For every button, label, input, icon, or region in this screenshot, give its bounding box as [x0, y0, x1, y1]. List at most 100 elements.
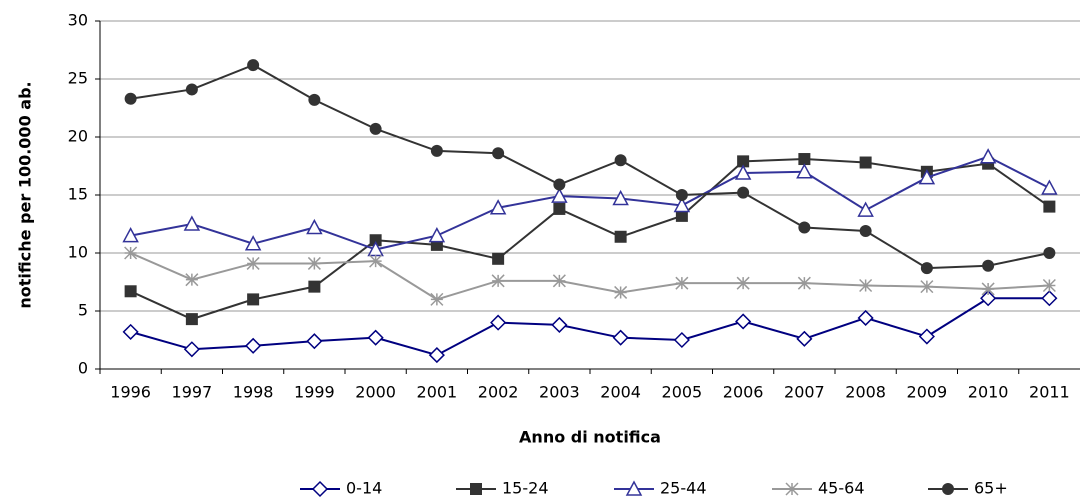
- marker: [857, 201, 874, 217]
- marker: [982, 259, 995, 272]
- series-line: [130, 297, 1050, 357]
- marker: [796, 330, 813, 347]
- marker: [614, 285, 628, 299]
- x-tick-label: 2007: [784, 383, 825, 402]
- marker: [920, 280, 934, 294]
- marker: [369, 234, 382, 247]
- marker: [981, 282, 995, 296]
- legend-marker: [942, 483, 954, 495]
- marker: [673, 331, 690, 349]
- marker: [307, 256, 321, 270]
- marker: [1043, 200, 1056, 213]
- marker: [551, 316, 568, 333]
- marker: [796, 163, 813, 179]
- y-tick-label: 15: [68, 185, 88, 204]
- marker: [918, 328, 935, 345]
- x-tick-label: 2009: [907, 383, 948, 402]
- x-tick-label: 1998: [233, 383, 274, 402]
- marker: [245, 337, 262, 354]
- marker: [369, 254, 383, 268]
- marker: [122, 323, 139, 340]
- marker: [859, 278, 873, 293]
- legend-marker: [311, 480, 329, 498]
- marker: [1041, 290, 1058, 307]
- y-tick-label: 30: [68, 11, 88, 30]
- marker: [737, 155, 750, 168]
- series-line: [130, 252, 1050, 301]
- legend-label: 65+: [974, 479, 1008, 498]
- marker: [918, 169, 936, 185]
- marker: [673, 196, 691, 213]
- marker: [247, 59, 260, 72]
- series-line: [130, 63, 1050, 270]
- legend-label: 25-44: [660, 479, 707, 498]
- marker: [857, 309, 874, 327]
- marker: [735, 313, 752, 330]
- marker: [247, 293, 260, 306]
- marker: [428, 347, 445, 364]
- x-tick-label: 1996: [110, 383, 151, 402]
- marker: [979, 148, 997, 164]
- legend-marker: [625, 480, 643, 496]
- marker: [614, 154, 627, 167]
- y-tick-label: 25: [68, 69, 88, 88]
- marker: [980, 290, 997, 307]
- y-tick-label: 20: [68, 127, 88, 146]
- legend-label: 0-14: [346, 479, 382, 498]
- marker: [492, 147, 505, 160]
- marker: [185, 313, 198, 326]
- marker: [553, 178, 566, 191]
- y-tick-label: 10: [68, 243, 88, 262]
- x-tick-label: 2004: [600, 383, 641, 402]
- marker: [124, 285, 137, 298]
- marker: [490, 314, 507, 331]
- x-tick-label: 2001: [417, 383, 458, 402]
- x-tick-label: 1997: [172, 383, 213, 402]
- x-tick-label: 2000: [355, 383, 396, 402]
- marker: [612, 189, 629, 206]
- x-tick-label: 1999: [294, 383, 335, 402]
- marker: [675, 209, 688, 222]
- marker: [308, 93, 321, 106]
- marker: [183, 341, 200, 358]
- marker: [430, 292, 444, 306]
- marker: [736, 276, 750, 290]
- marker: [675, 189, 688, 201]
- marker: [428, 227, 446, 243]
- marker: [122, 227, 139, 243]
- x-tick-label: 2002: [478, 383, 519, 402]
- marker: [552, 274, 566, 288]
- marker: [244, 235, 262, 251]
- series-line: [130, 155, 1050, 251]
- legend-label: 15-24: [502, 479, 549, 498]
- x-tick-label: 2006: [723, 383, 764, 402]
- y-axis-label: notifiche per 100.000 ab.: [16, 81, 35, 308]
- y-tick-label: 5: [78, 301, 88, 320]
- marker: [859, 224, 872, 237]
- legend-marker: [470, 483, 482, 495]
- marker: [183, 215, 201, 231]
- marker: [369, 122, 382, 135]
- legend-marker: [785, 482, 799, 496]
- series-line: [130, 158, 1050, 321]
- marker: [306, 218, 323, 235]
- marker: [246, 256, 260, 270]
- marker: [430, 144, 443, 157]
- marker: [124, 92, 137, 105]
- x-axis-label: Anno di notifica: [519, 428, 661, 447]
- marker: [308, 280, 321, 293]
- x-tick-label: 2011: [1029, 383, 1070, 402]
- legend-label: 45-64: [818, 479, 865, 498]
- marker: [737, 186, 750, 199]
- marker: [920, 262, 933, 275]
- marker: [614, 230, 627, 243]
- marker: [798, 221, 811, 234]
- x-tick-label: 2005: [662, 383, 703, 402]
- x-tick-label: 2010: [968, 383, 1009, 402]
- marker: [1041, 179, 1058, 195]
- marker: [367, 329, 384, 346]
- marker: [553, 202, 566, 215]
- marker: [675, 276, 689, 290]
- marker: [492, 252, 505, 265]
